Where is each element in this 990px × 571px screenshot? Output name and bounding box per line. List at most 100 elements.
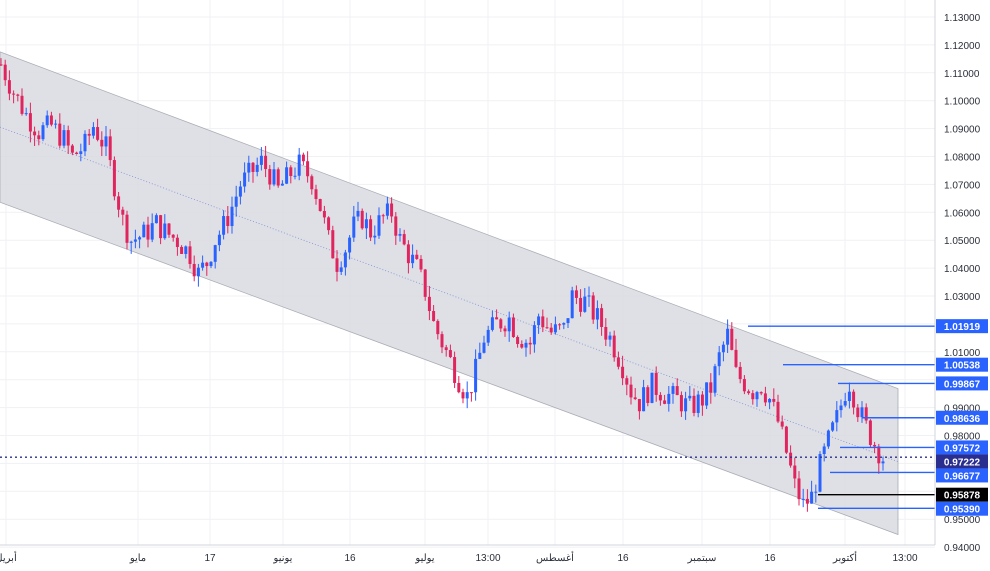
- candle-body[interactable]: [516, 337, 520, 345]
- candle-body[interactable]: [864, 407, 868, 421]
- channel-band[interactable]: [0, 51, 899, 536]
- candle-body[interactable]: [474, 358, 478, 393]
- candle-body[interactable]: [763, 393, 767, 403]
- candle-body[interactable]: [272, 169, 276, 185]
- candle-body[interactable]: [188, 246, 192, 264]
- candle-body[interactable]: [222, 216, 226, 235]
- candle-body[interactable]: [595, 308, 599, 320]
- candle-body[interactable]: [843, 401, 847, 406]
- candle-body[interactable]: [79, 151, 83, 155]
- candle-body[interactable]: [835, 410, 839, 423]
- candle-body[interactable]: [142, 224, 146, 238]
- candle-body[interactable]: [461, 392, 465, 399]
- candle-body[interactable]: [54, 123, 58, 125]
- candle-body[interactable]: [364, 219, 368, 229]
- candle-body[interactable]: [805, 498, 809, 504]
- time-axis[interactable]: أبريل مايو 17 يونيو 16 يوليو 13:00 أغسطس 16 سبتمب…: [0, 551, 918, 564]
- candle-body[interactable]: [793, 465, 797, 479]
- candle-body[interactable]: [394, 216, 398, 236]
- candle-body[interactable]: [217, 234, 221, 246]
- candle-body[interactable]: [427, 296, 431, 312]
- candle-body[interactable]: [511, 317, 515, 338]
- candle-body[interactable]: [289, 167, 293, 177]
- candle-body[interactable]: [621, 366, 625, 379]
- candle-body[interactable]: [159, 215, 163, 239]
- candle-body[interactable]: [45, 115, 49, 126]
- candle-body[interactable]: [133, 239, 137, 242]
- candle-body[interactable]: [125, 214, 129, 243]
- candle-body[interactable]: [66, 130, 70, 146]
- candle-body[interactable]: [709, 382, 713, 393]
- candle-body[interactable]: [402, 234, 406, 245]
- candle-body[interactable]: [692, 395, 696, 413]
- candle-body[interactable]: [264, 155, 268, 170]
- candle-body[interactable]: [96, 127, 100, 140]
- candle-body[interactable]: [58, 123, 62, 146]
- candle-body[interactable]: [822, 446, 826, 455]
- candle-body[interactable]: [352, 216, 356, 238]
- candle-body[interactable]: [507, 317, 511, 332]
- candle-body[interactable]: [49, 115, 53, 125]
- candle-body[interactable]: [831, 422, 835, 431]
- candle-body[interactable]: [247, 162, 251, 173]
- candle-body[interactable]: [679, 395, 683, 412]
- candle-body[interactable]: [478, 352, 482, 359]
- candle-body[interactable]: [175, 237, 179, 247]
- candle-body[interactable]: [742, 379, 746, 392]
- candle-body[interactable]: [826, 430, 830, 447]
- candle-body[interactable]: [209, 261, 213, 267]
- candle-body[interactable]: [83, 133, 87, 152]
- candle-body[interactable]: [545, 327, 549, 329]
- candle-body[interactable]: [705, 382, 709, 406]
- candle-body[interactable]: [730, 328, 734, 350]
- candle-body[interactable]: [465, 392, 469, 399]
- candle-body[interactable]: [33, 131, 37, 136]
- candle-body[interactable]: [675, 386, 679, 396]
- candle-body[interactable]: [570, 290, 574, 319]
- candle-body[interactable]: [650, 372, 654, 403]
- candle-body[interactable]: [646, 387, 650, 403]
- candle-body[interactable]: [789, 452, 793, 466]
- candle-body[interactable]: [457, 382, 461, 393]
- candle-body[interactable]: [721, 344, 725, 353]
- candle-body[interactable]: [234, 196, 238, 207]
- candle-body[interactable]: [390, 203, 394, 217]
- candle-body[interactable]: [318, 199, 322, 211]
- candle-body[interactable]: [100, 139, 104, 147]
- candle-body[interactable]: [759, 392, 763, 394]
- candle-body[interactable]: [423, 269, 427, 297]
- candle-body[interactable]: [608, 335, 612, 340]
- candle-body[interactable]: [558, 324, 562, 326]
- candle-body[interactable]: [167, 223, 171, 235]
- candle-body[interactable]: [331, 230, 335, 259]
- candle-body[interactable]: [684, 398, 688, 412]
- candle-body[interactable]: [810, 491, 814, 504]
- candle-body[interactable]: [625, 378, 629, 385]
- candle-body[interactable]: [314, 189, 318, 200]
- candle-body[interactable]: [658, 394, 662, 401]
- candle-body[interactable]: [566, 318, 570, 324]
- candle-body[interactable]: [293, 175, 297, 177]
- candle-body[interactable]: [574, 290, 578, 298]
- candle-body[interactable]: [856, 407, 860, 418]
- candle-body[interactable]: [495, 317, 499, 320]
- candle-body[interactable]: [184, 246, 188, 254]
- candle-body[interactable]: [734, 349, 738, 367]
- candle-body[interactable]: [280, 183, 284, 186]
- candle-body[interactable]: [780, 421, 784, 427]
- candle-body[interactable]: [243, 172, 247, 187]
- candle-body[interactable]: [616, 357, 620, 367]
- candle-body[interactable]: [553, 324, 557, 333]
- candle-body[interactable]: [381, 215, 385, 217]
- candle-body[interactable]: [797, 478, 801, 500]
- candle-body[interactable]: [91, 127, 95, 136]
- candle-body[interactable]: [839, 405, 843, 411]
- candle-body[interactable]: [444, 347, 448, 351]
- candle-body[interactable]: [713, 366, 717, 393]
- candle-body[interactable]: [306, 161, 310, 177]
- candle-body[interactable]: [268, 169, 272, 185]
- candle-body[interactable]: [726, 328, 730, 345]
- candle-body[interactable]: [755, 392, 759, 400]
- candle-body[interactable]: [87, 133, 91, 136]
